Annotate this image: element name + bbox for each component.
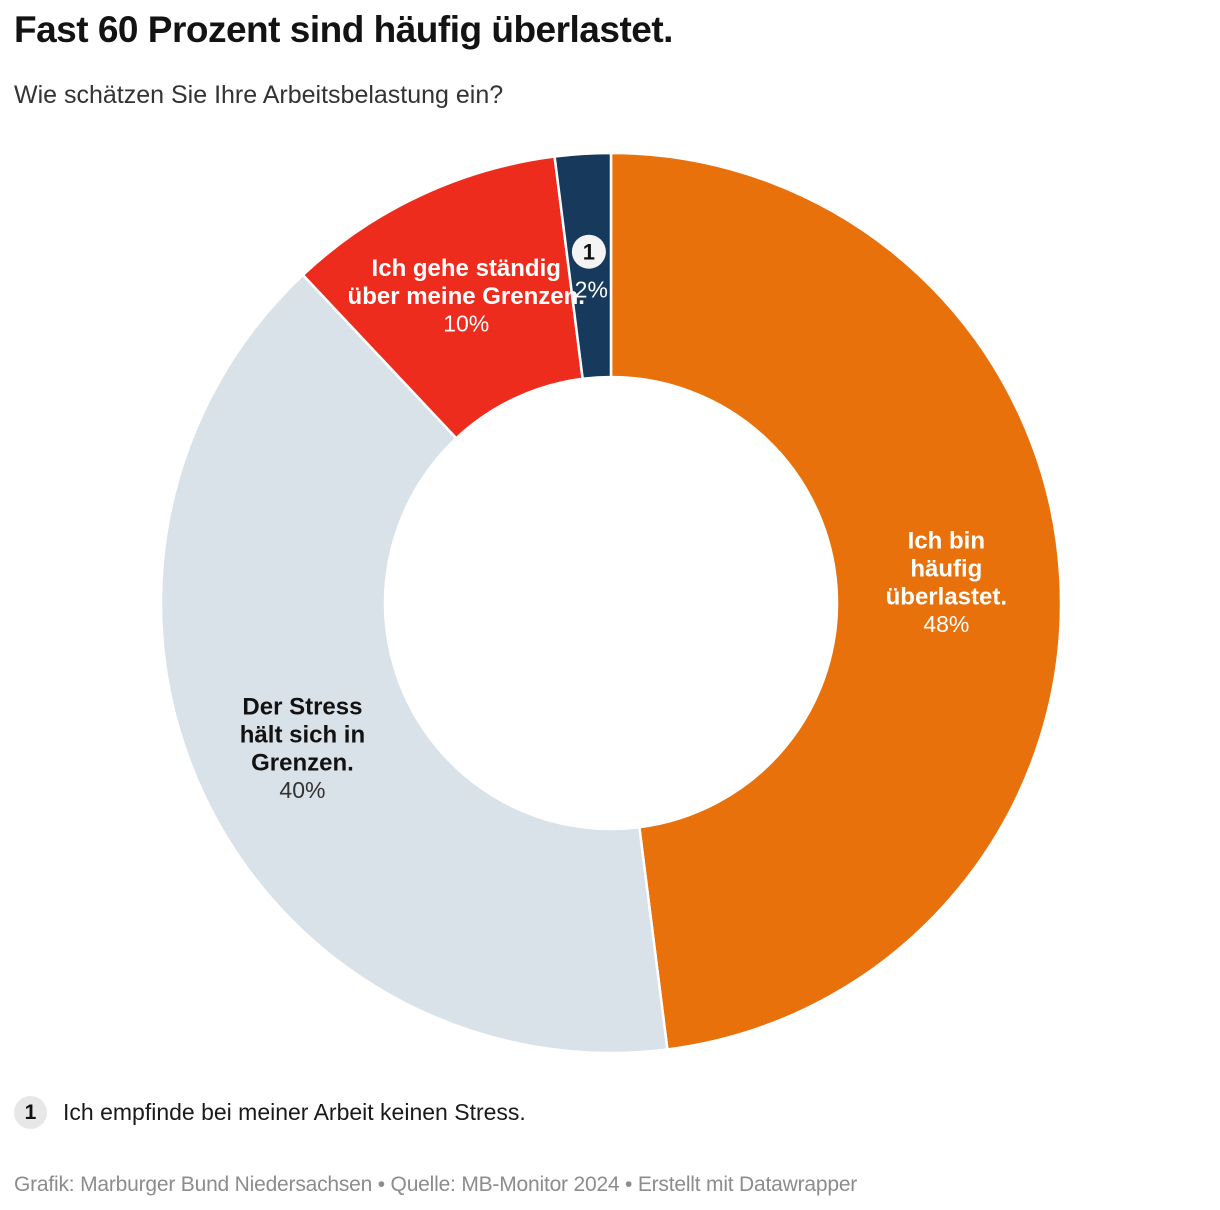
slice-footnote-badge: 1 [571,234,606,269]
chart-subtitle: Wie schätzen Sie Ihre Arbeitsbelastung e… [14,81,504,109]
footnote-marker-badge: 1 [14,1096,47,1129]
attribution-footer: Grafik: Marburger Bund Niedersachsen • Q… [14,1173,858,1196]
footnote-text: Ich empfinde bei meiner Arbeit keinen St… [63,1099,526,1125]
slice-label-0: Ich bin häufig überlastet. 48% [886,527,1007,637]
slice-label-1: Der Stress hält sich in Grenzen. 40% [240,694,365,804]
chart-header: Fast 60 Prozent sind häufig überlastet. … [14,8,1206,110]
pie-slice-0[interactable] [609,151,1063,1051]
slice-label-2: Ich gehe ständig über meine Grenzen. 10% [348,255,585,337]
svg-text:1: 1 [583,239,595,264]
chart-title: Fast 60 Prozent sind häufig überlastet. [14,9,673,50]
footnote-row: 1 Ich empfinde bei meiner Arbeit keinen … [14,1096,526,1129]
pie-slice-1[interactable] [159,273,669,1055]
slice-label-3: 2% [575,277,608,303]
